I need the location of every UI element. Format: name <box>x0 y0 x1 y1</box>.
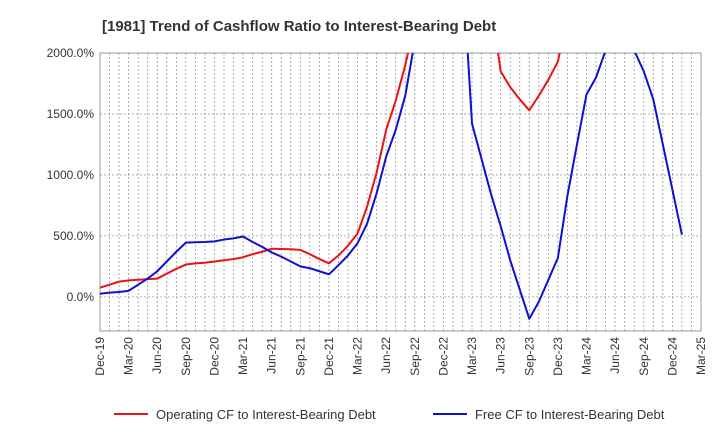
x-tick-label: Mar-25 <box>694 337 708 375</box>
x-tick-label: Dec-23 <box>551 337 565 376</box>
x-tick-label: Jun-22 <box>379 337 393 374</box>
y-tick-label: 1500.0% <box>47 107 95 121</box>
series-layer <box>100 53 683 320</box>
x-tick-label: Sep-22 <box>408 337 422 376</box>
x-tick-label: Sep-21 <box>293 337 307 376</box>
x-tick-label: Jun-20 <box>150 337 164 374</box>
legend-label-1: Operating CF to Interest-Bearing Debt <box>156 407 376 422</box>
x-tick-label: Dec-24 <box>665 337 679 376</box>
x-tick-label: Dec-22 <box>436 337 450 376</box>
series-line-2 <box>100 53 683 320</box>
x-tick-label: Jun-24 <box>608 337 622 374</box>
x-axis: Dec-19 Mar-20 Jun-20 Sep-20 Dec-20 Mar-21 Jun-… <box>93 337 708 376</box>
y-tick-label: 1000.0% <box>47 168 95 182</box>
y-tick-label: 0.0% <box>67 290 95 304</box>
plot-area <box>99 52 702 332</box>
series-line-1 <box>100 53 561 289</box>
plot-frame <box>99 52 702 332</box>
chart-title: [1981] Trend of Cashflow Ratio to Intere… <box>102 18 496 35</box>
x-tick-label: Dec-19 <box>93 337 107 376</box>
y-tick-label: 500.0% <box>53 229 94 243</box>
x-tick-label: Sep-23 <box>522 337 536 376</box>
x-tick-label: Sep-20 <box>179 337 193 376</box>
legend: Operating CF to Interest-Bearing Debt Fre… <box>114 407 665 422</box>
x-tick-label: Mar-24 <box>580 337 594 375</box>
legend-label-2: Free CF to Interest-Bearing Debt <box>475 407 665 422</box>
x-tick-label: Mar-22 <box>351 337 365 375</box>
y-tick-label: 2000.0% <box>47 46 95 60</box>
x-tick-label: Mar-20 <box>122 337 136 375</box>
x-tick-label: Dec-20 <box>207 337 221 376</box>
x-tick-label: Jun-23 <box>494 337 508 374</box>
x-tick-label: Dec-21 <box>322 337 336 376</box>
x-tick-label: Sep-24 <box>637 337 651 376</box>
x-tick-label: Jun-21 <box>265 337 279 374</box>
x-tick-label: Mar-23 <box>465 337 479 375</box>
x-tick-label: Mar-21 <box>236 337 250 375</box>
y-axis: 0.0% 500.0% 1000.0% 1500.0% 2000.0% <box>47 46 95 304</box>
